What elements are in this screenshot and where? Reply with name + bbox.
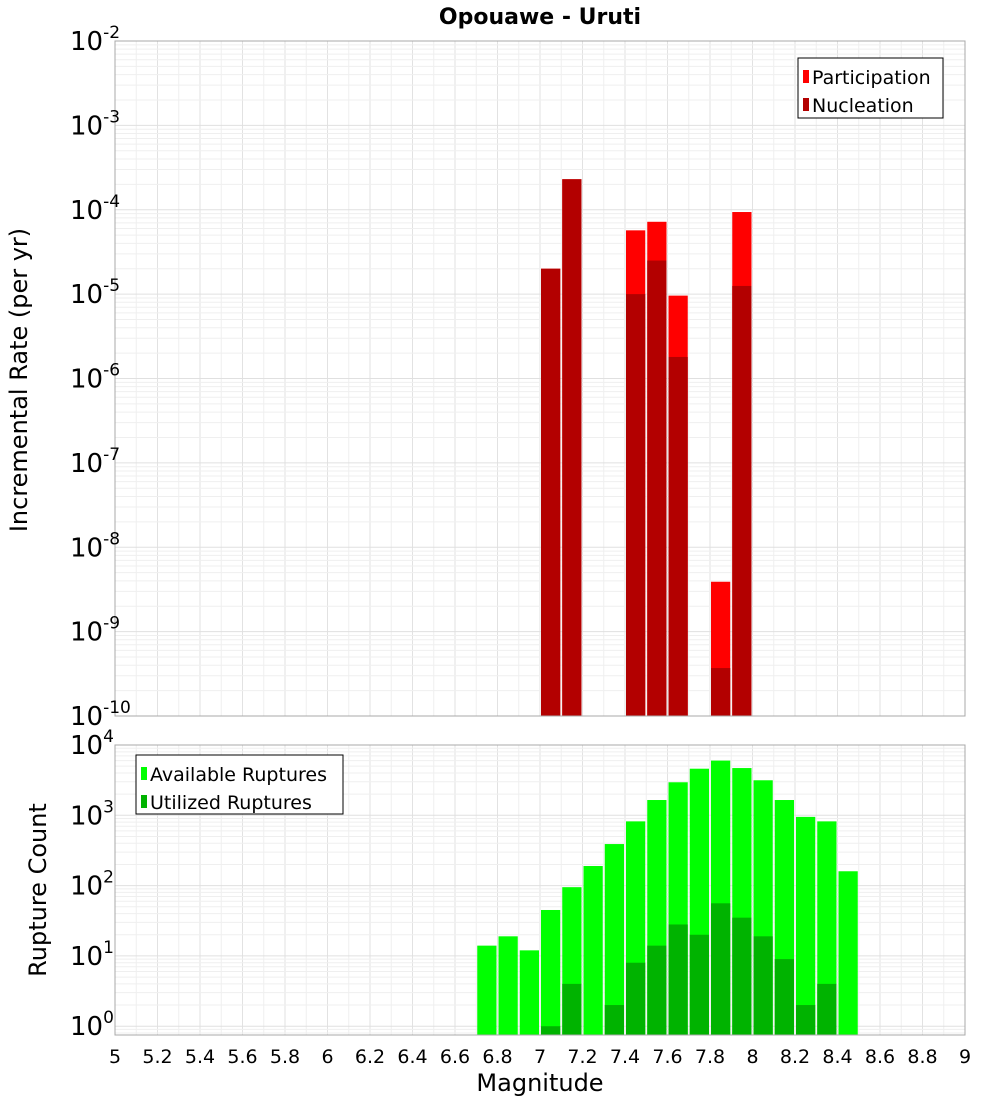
x-tick-label: 8.2 <box>780 1046 810 1068</box>
bar-nucleation <box>732 285 752 716</box>
y-tick-exponent: 2 <box>103 868 114 888</box>
x-tick-label: 7 <box>534 1046 546 1068</box>
y-tick-label: 10-10 <box>70 698 131 732</box>
bar-available-ruptures <box>541 909 561 1035</box>
y-tick-label: 102 <box>70 868 114 902</box>
y-tick-exponent: -8 <box>103 529 120 549</box>
y-tick-exponent: -7 <box>103 445 120 465</box>
y-tick-exponent: -9 <box>103 614 120 634</box>
x-tick-label: 7.4 <box>610 1046 640 1068</box>
x-tick-label: 6.2 <box>355 1046 385 1068</box>
x-tick-label: 6.6 <box>440 1046 470 1068</box>
legend-swatch <box>141 767 147 780</box>
bar-utilized-ruptures <box>604 1005 624 1035</box>
y-tick-label: 10-4 <box>70 192 120 226</box>
y-tick-exponent: 1 <box>103 938 114 958</box>
bar-utilized-ruptures <box>711 903 731 1035</box>
x-tick-label: 5.6 <box>227 1046 257 1068</box>
bar-available-ruptures <box>817 821 837 1035</box>
bar-utilized-ruptures <box>753 936 773 1035</box>
legend-box <box>797 57 944 119</box>
plot-border <box>114 40 966 717</box>
x-tick-label: 9 <box>959 1046 971 1068</box>
legend-label: Nucleation <box>812 95 914 117</box>
bar-available-ruptures <box>604 844 624 1035</box>
y-tick-exponent: -6 <box>103 361 120 381</box>
y-tick-label: 101 <box>70 938 114 972</box>
rate-panel: 10-10 10-9 10-8 10-7 10-6 10-5 10-4 10-3 10-2 Par… <box>70 23 966 732</box>
y-tick-label: 10-7 <box>70 445 120 479</box>
y-tick-label: 10-5 <box>70 276 120 310</box>
x-tick-label: 7.2 <box>567 1046 597 1068</box>
bar-nucleation <box>541 268 561 716</box>
x-tick-label: 5 <box>109 1046 121 1068</box>
y-tick-label: 103 <box>70 797 114 831</box>
y-tick-exponent: -5 <box>103 276 120 296</box>
x-tick-label: 8.8 <box>907 1046 937 1068</box>
bar-available-ruptures <box>838 871 858 1035</box>
y-tick-label: 104 <box>70 727 114 761</box>
y-tick-label: 10-2 <box>70 23 120 57</box>
bar-utilized-ruptures <box>626 962 646 1035</box>
legend-label: Available Ruptures <box>150 764 327 786</box>
y-tick-exponent: 4 <box>103 727 114 747</box>
y-tick-exponent: -10 <box>103 698 131 718</box>
x-tick-label: 7.8 <box>695 1046 725 1068</box>
x-tick-label: 6 <box>321 1046 333 1068</box>
chart-title: Opouawe - Uruti <box>439 5 641 30</box>
x-tick-label: 7.6 <box>652 1046 682 1068</box>
count-y-axis-label: Rupture Count <box>24 803 52 977</box>
bar-utilized-ruptures <box>562 983 582 1035</box>
bar-nucleation <box>668 356 688 716</box>
legend-swatch <box>803 98 809 111</box>
bar-utilized-ruptures <box>732 917 752 1035</box>
x-tick-label: 6.4 <box>397 1046 427 1068</box>
bar-utilized-ruptures <box>817 983 837 1035</box>
x-tick-label: 5.8 <box>270 1046 300 1068</box>
x-tick-label: 5.2 <box>142 1046 172 1068</box>
plot-border <box>114 744 966 1036</box>
legend-box <box>135 754 344 815</box>
y-tick-label: 10-9 <box>70 614 120 648</box>
bar-utilized-ruptures <box>647 945 667 1035</box>
bar-utilized-ruptures <box>668 924 688 1035</box>
bar-utilized-ruptures <box>774 959 794 1035</box>
bar-utilized-ruptures <box>689 934 709 1035</box>
y-tick-exponent: 0 <box>103 1008 114 1028</box>
x-tick-label: 5.4 <box>185 1046 215 1068</box>
x-tick-label: 8 <box>746 1046 758 1068</box>
y-tick-exponent: -4 <box>103 192 120 212</box>
y-tick-label: 10-6 <box>70 361 120 395</box>
bar-nucleation <box>626 294 646 716</box>
bar-available-ruptures <box>796 816 816 1035</box>
bar-utilized-ruptures <box>796 1005 816 1035</box>
x-axis-label: Magnitude <box>476 1069 603 1097</box>
y-tick-exponent: -3 <box>103 107 120 127</box>
rate-y-axis-label: Incremental Rate (per yr) <box>5 228 33 532</box>
legend-swatch <box>141 795 147 808</box>
bar-available-ruptures <box>519 950 539 1035</box>
y-tick-label: 10-8 <box>70 529 120 563</box>
y-tick-exponent: 3 <box>103 797 114 817</box>
bar-available-ruptures <box>498 936 518 1035</box>
legend-swatch <box>803 70 809 83</box>
y-tick-exponent: -2 <box>103 23 120 43</box>
bar-nucleation <box>711 668 731 716</box>
x-tick-label: 6.8 <box>482 1046 512 1068</box>
bar-nucleation <box>562 179 582 716</box>
legend-label: Participation <box>812 67 931 89</box>
bar-utilized-ruptures <box>541 1026 561 1035</box>
y-tick-label: 10-3 <box>70 107 120 141</box>
x-tick-label: 8.6 <box>865 1046 895 1068</box>
bar-nucleation <box>647 260 667 716</box>
bar-available-ruptures <box>477 945 497 1035</box>
y-tick-label: 100 <box>70 1008 114 1042</box>
legend-label: Utilized Ruptures <box>150 792 312 814</box>
x-tick-label: 8.4 <box>822 1046 852 1068</box>
bar-available-ruptures <box>583 866 603 1035</box>
